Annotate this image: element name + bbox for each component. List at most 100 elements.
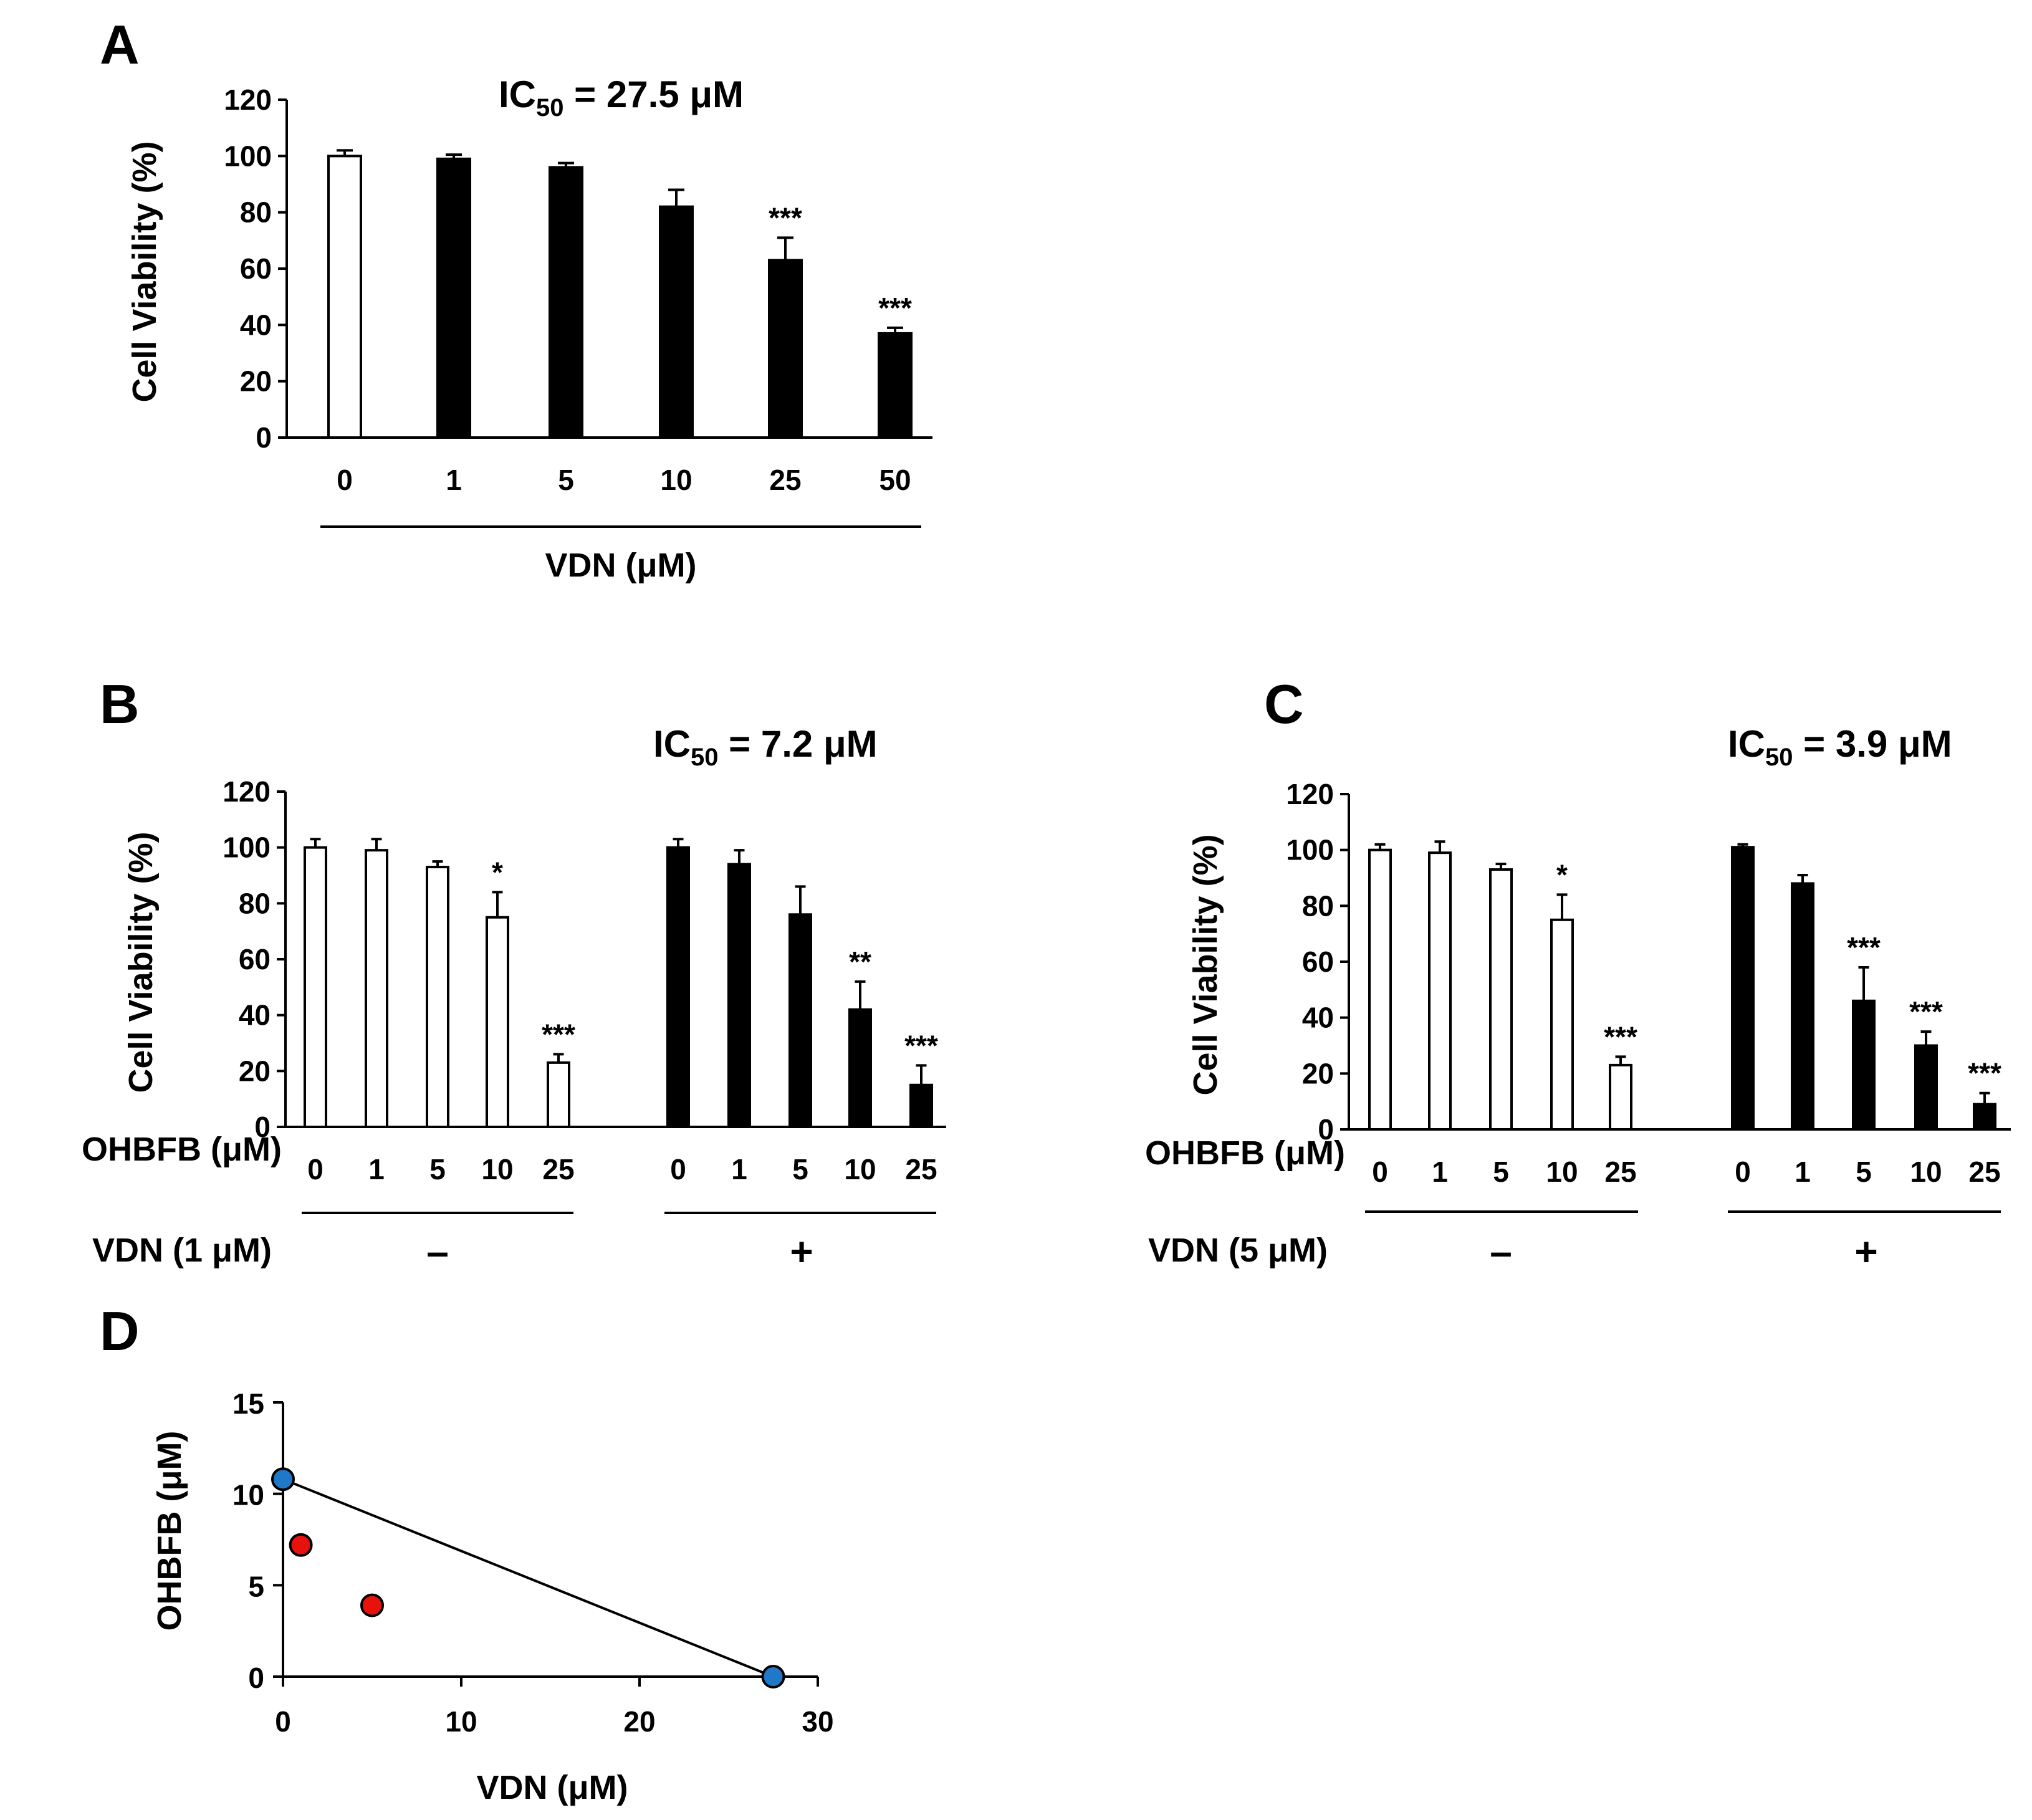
panel-a-bar xyxy=(549,166,583,439)
panel-c-y-tick-label: 40 xyxy=(1302,1002,1334,1034)
panel-c-x-ticks: 0 1 5 10 25 0 1 5 10 25 xyxy=(1372,1156,2000,1188)
panel-a-x-tick-label: 1 xyxy=(446,464,462,496)
panel-a-bar xyxy=(659,205,694,439)
panel-b-significance-label: *** xyxy=(904,1029,938,1061)
panel-d: D OHBFB (μM) 0 5 10 15 0 10 20 30 VDN (μM) xyxy=(100,1300,834,1806)
panel-d-isobole-line xyxy=(282,1478,774,1678)
panel-b-significance-label: *** xyxy=(542,1018,575,1050)
panel-a-ic50: IC50 = 27.5 μM xyxy=(499,74,744,122)
panel-b-bar xyxy=(788,913,812,1129)
panel-b-y-ticks: 0 20 40 60 80 100 120 xyxy=(223,775,287,1143)
panel-b-plus-sign: + xyxy=(790,1229,813,1274)
panel-a-x-tick-label: 10 xyxy=(660,464,692,496)
panel-b-letter: B xyxy=(100,673,140,735)
panel-d-y-tick-label: 10 xyxy=(232,1479,264,1511)
panel-b-bars: ********* xyxy=(285,838,946,1129)
panel-d-x-tick-label: 30 xyxy=(802,1705,833,1738)
panel-a-bars: *** *** xyxy=(287,149,932,439)
panel-b-x-tick-label: 1 xyxy=(368,1153,385,1185)
panel-a-y-tick-label: 20 xyxy=(240,365,272,398)
panel-d-y-tick-label: 15 xyxy=(232,1387,264,1420)
panel-b-bar xyxy=(666,846,690,1128)
panel-c-ic50-prefix: IC xyxy=(1728,723,1765,765)
panel-d-x-title: VDN (μM) xyxy=(477,1769,628,1806)
panel-b-ic50-prefix: IC xyxy=(653,723,691,765)
panel-b-x-tick-label: 0 xyxy=(307,1153,323,1185)
panel-b-bar xyxy=(304,846,327,1128)
panel-c-bars: ************* xyxy=(1349,840,2011,1131)
panel-a-y-tick-label: 80 xyxy=(240,196,272,229)
panel-c-plus-sign: + xyxy=(1854,1229,1877,1274)
panel-d-y-tick-label: 5 xyxy=(248,1570,264,1602)
panel-b: B IC50 = 7.2 μM Cell Viability (%) 02040… xyxy=(82,673,946,1274)
panel-d-combination-point xyxy=(360,1593,384,1617)
panel-a-x-ticks: 0 1 5 10 25 50 xyxy=(337,464,911,496)
panel-a-y-tick-label: 100 xyxy=(224,140,272,172)
panel-b-x-tick-label: 1 xyxy=(731,1153,747,1185)
panel-c-bar xyxy=(1368,848,1392,1131)
panel-b-bar xyxy=(909,1083,933,1128)
panel-a-y-title: Cell Viability (%) xyxy=(126,141,163,402)
panel-d-combination-point xyxy=(289,1533,313,1557)
panel-c-y-title: Cell Viability (%) xyxy=(1187,834,1224,1095)
panel-d-ic50-point xyxy=(271,1467,295,1492)
panel-c-x-tick-label: 0 xyxy=(1735,1156,1751,1188)
panel-a-x-tick-label: 25 xyxy=(769,464,801,496)
panel-a-bar xyxy=(878,332,913,439)
panel-a-bar xyxy=(327,155,362,439)
panel-c-y-ticks: 0 20 40 60 80 100 120 xyxy=(1286,778,1350,1146)
panel-c-x-tick-label: 5 xyxy=(1493,1156,1509,1188)
panel-b-vdn-row-label: VDN (1 μM) xyxy=(92,1232,272,1269)
panel-c-bar xyxy=(1973,1103,1996,1131)
panel-c-x-tick-label: 25 xyxy=(1968,1156,2000,1188)
panel-a-x-tick-label: 0 xyxy=(337,464,353,496)
panel-a-y-tick-label: 60 xyxy=(240,252,272,285)
panel-d-y-tick-label: 0 xyxy=(248,1662,264,1694)
panel-d-letter: D xyxy=(100,1300,140,1362)
panel-b-ic50-suffix: = 7.2 μM xyxy=(719,723,878,765)
panel-b-y-tick-label: 0 xyxy=(254,1111,271,1143)
panel-c-significance-label: *** xyxy=(1968,1057,2001,1090)
panel-b-x-tick-label: 0 xyxy=(670,1153,686,1185)
panel-c-bar xyxy=(1609,1063,1632,1131)
panel-b-bar xyxy=(365,849,388,1129)
panel-c-bar xyxy=(1428,851,1452,1131)
panel-c-bar xyxy=(1550,918,1574,1131)
panel-c-significance-label: *** xyxy=(1604,1020,1637,1053)
panel-b-y-tick-label: 120 xyxy=(223,775,271,808)
panel-c: C IC50 = 3.9 μM Cell Viability (%) 02040… xyxy=(1145,673,2011,1274)
panel-b-x-tick-label: 10 xyxy=(481,1153,513,1185)
panel-a-ic50-suffix: = 27.5 μM xyxy=(564,74,744,115)
panel-b-bar xyxy=(486,916,509,1128)
panel-a-y-ticks: 0 20 40 60 80 100 120 xyxy=(224,84,288,454)
panel-b-x-ticks: 0 1 5 10 25 0 1 5 10 25 xyxy=(307,1153,937,1185)
panel-b-bar xyxy=(547,1061,570,1128)
panel-a-bar xyxy=(436,157,471,439)
panel-b-ic50-sub: 50 xyxy=(691,744,719,771)
panel-a-x-tick-label: 5 xyxy=(558,464,574,496)
panel-c-minus-sign: – xyxy=(1490,1229,1512,1274)
panel-c-bar xyxy=(1489,868,1513,1131)
panel-b-y-tick-label: 80 xyxy=(239,887,271,919)
panel-a-significance-label: *** xyxy=(769,201,802,234)
panel-b-significance-label: ** xyxy=(849,946,871,978)
panel-c-ohbfb-row-label: OHBFB (μM) xyxy=(1145,1134,1345,1172)
panel-b-significance-label: * xyxy=(492,856,503,888)
panel-c-x-tick-label: 1 xyxy=(1432,1156,1448,1188)
panel-c-y-tick-label: 120 xyxy=(1286,778,1334,810)
panel-c-letter: C xyxy=(1264,673,1304,735)
panel-c-bar xyxy=(1791,882,1814,1131)
panel-c-x-tick-label: 1 xyxy=(1795,1156,1811,1188)
panel-d-y-title: OHBFB (μM) xyxy=(151,1431,188,1631)
panel-b-minus-sign: – xyxy=(426,1229,449,1274)
panel-b-x-tick-label: 25 xyxy=(905,1153,937,1185)
panel-b-ic50: IC50 = 7.2 μM xyxy=(653,723,878,771)
panel-c-ic50-sub: 50 xyxy=(1765,744,1793,771)
panel-c-x-tick-label: 10 xyxy=(1910,1156,1942,1188)
panel-a-letter: A xyxy=(100,14,140,75)
panel-c-significance-label: * xyxy=(1556,858,1568,891)
panel-d-points xyxy=(271,1467,785,1688)
panel-a-ic50-sub: 50 xyxy=(536,94,564,122)
panel-c-x-tick-label: 0 xyxy=(1372,1156,1388,1188)
